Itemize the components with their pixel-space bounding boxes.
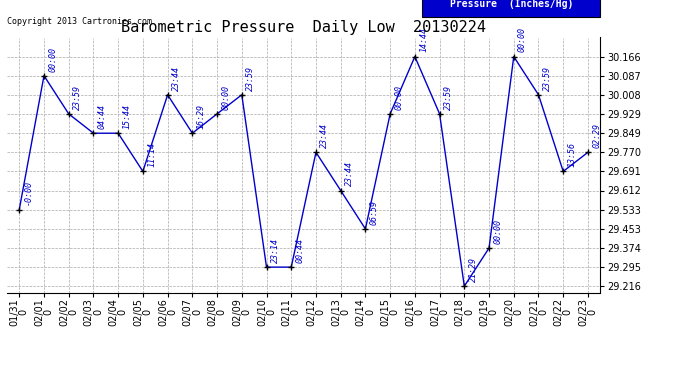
Text: 00:00: 00:00 bbox=[493, 219, 502, 244]
Text: 13:56: 13:56 bbox=[567, 142, 576, 167]
Text: 21:29: 21:29 bbox=[469, 257, 477, 282]
Text: 23:59: 23:59 bbox=[542, 66, 551, 91]
Text: 11:14: 11:14 bbox=[147, 142, 156, 167]
Text: 00:00: 00:00 bbox=[48, 46, 57, 72]
Text: 04:44: 04:44 bbox=[97, 104, 106, 129]
Text: Pressure  (Inches/Hg): Pressure (Inches/Hg) bbox=[450, 0, 573, 9]
Text: 14:44: 14:44 bbox=[419, 27, 428, 53]
Text: Copyright 2013 Cartronics.com: Copyright 2013 Cartronics.com bbox=[7, 17, 152, 26]
Text: 23:59: 23:59 bbox=[444, 85, 453, 110]
Text: 15:44: 15:44 bbox=[122, 104, 131, 129]
FancyBboxPatch shape bbox=[422, 0, 600, 17]
Text: 23:44: 23:44 bbox=[172, 66, 181, 91]
Title: Barometric Pressure  Daily Low  20130224: Barometric Pressure Daily Low 20130224 bbox=[121, 20, 486, 35]
Text: 00:44: 00:44 bbox=[295, 238, 304, 263]
Text: 02:29: 02:29 bbox=[592, 123, 601, 148]
Text: 00:00: 00:00 bbox=[221, 85, 230, 110]
Text: 00:00: 00:00 bbox=[518, 27, 527, 53]
Text: 00:00: 00:00 bbox=[394, 85, 403, 110]
Text: 23:59: 23:59 bbox=[246, 66, 255, 91]
Text: 23:44: 23:44 bbox=[345, 161, 354, 186]
Text: -0:00: -0:00 bbox=[23, 180, 32, 206]
Text: 23:59: 23:59 bbox=[73, 85, 82, 110]
Text: 16:29: 16:29 bbox=[197, 104, 206, 129]
Text: 23:14: 23:14 bbox=[270, 238, 279, 263]
Text: 06:59: 06:59 bbox=[370, 200, 379, 225]
Text: 23:44: 23:44 bbox=[320, 123, 329, 148]
